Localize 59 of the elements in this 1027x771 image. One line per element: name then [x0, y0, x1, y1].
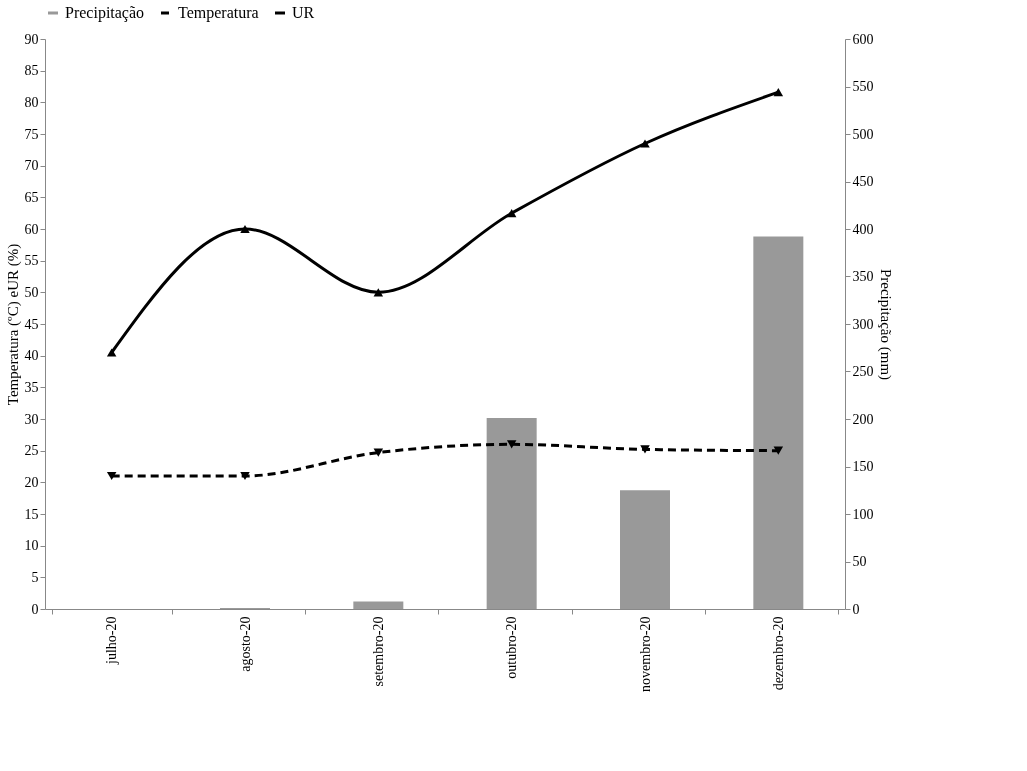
point [506, 209, 517, 218]
y2-tick-label: 300 [852, 316, 874, 332]
y2-tick-label: 400 [852, 221, 874, 237]
y-tick-label: 40 [24, 348, 39, 364]
y-tick-label: 65 [24, 189, 39, 205]
point [640, 445, 650, 454]
point [240, 224, 250, 234]
point [773, 446, 784, 455]
y-tick-label: 0 [31, 601, 39, 617]
y2-tick-label: 0 [852, 601, 860, 617]
y2-tick-label: 450 [852, 174, 874, 189]
point [640, 139, 650, 148]
point [373, 448, 384, 457]
bar [353, 601, 404, 609]
y-tick-label: 50 [24, 284, 39, 300]
y2-tick-label: 200 [852, 411, 874, 427]
point [773, 88, 784, 97]
y2-tick-label: 150 [852, 459, 874, 474]
legend-label: Temperatura [178, 4, 259, 22]
y-tick-label: 80 [24, 94, 39, 110]
y2-tick-label: 250 [852, 364, 874, 379]
point [506, 440, 517, 449]
x-tick-label: setembro-20 [370, 616, 386, 687]
x-tick-label: julho-20 [104, 616, 120, 665]
y2-tick-label: 50 [852, 554, 867, 569]
legend-label: Precipitação [65, 4, 145, 22]
x-tick-label: agosto-20 [237, 616, 253, 672]
y-tick-label: 70 [24, 158, 39, 174]
y-tick-label: 85 [24, 63, 39, 79]
y-tick-label: 55 [24, 253, 39, 269]
y2-tick-label: 100 [852, 506, 874, 522]
point [106, 348, 117, 357]
point [240, 471, 250, 481]
y-tick-label: 60 [24, 221, 39, 237]
y-tick-label: 90 [24, 31, 39, 47]
y-tick-label: 30 [24, 411, 39, 427]
y-tick-label: 15 [24, 506, 39, 522]
y-tick-label: 20 [24, 474, 39, 490]
x-tick-label: novembro-20 [637, 616, 653, 692]
y-tick-label: 75 [24, 126, 39, 142]
y2-tick-label: 600 [852, 31, 874, 47]
y2-axis-title: Precipitação (mm) [876, 268, 894, 381]
point [106, 471, 117, 481]
y2-tick-label: 350 [852, 269, 874, 284]
x-tick-label: outubro-20 [504, 616, 520, 679]
y2-tick-label: 550 [852, 79, 874, 94]
y-axis-title: Temperatura (ºC) eUR (%) [4, 243, 22, 406]
y2-tick-label: 500 [852, 126, 874, 142]
bar [486, 418, 537, 609]
bar [620, 490, 670, 609]
y-tick-label: 35 [24, 379, 39, 395]
x-tick-label: dezembro-20 [770, 616, 786, 691]
legend-label: UR [292, 4, 315, 21]
y-tick-label: 45 [24, 316, 39, 332]
y-tick-label: 5 [31, 569, 39, 585]
y-tick-label: 25 [24, 443, 39, 459]
bar [753, 236, 804, 609]
point [373, 288, 384, 297]
y-tick-label: 10 [24, 538, 39, 554]
